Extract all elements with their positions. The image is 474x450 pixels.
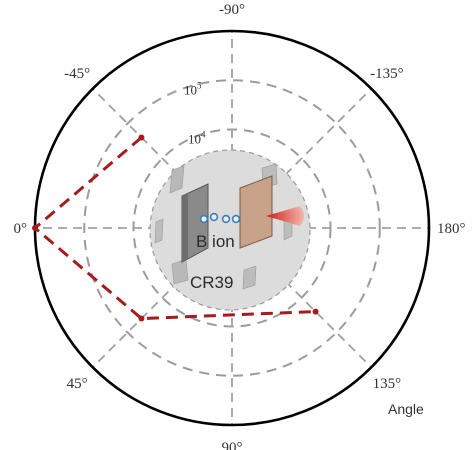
ion-bead xyxy=(209,212,219,222)
angle-tick-label: -135° xyxy=(370,66,404,82)
ion-bead xyxy=(221,214,231,224)
data-point xyxy=(312,308,319,315)
angle-tick-label: 45° xyxy=(67,376,88,392)
setup-inset: B ion CR39 xyxy=(149,149,311,311)
angle-tick-label: -45° xyxy=(64,66,90,82)
radial-tick-label: 105 xyxy=(184,80,202,97)
radial-tick-label: 104 xyxy=(188,130,206,147)
angle-tick-label: -90° xyxy=(219,2,245,18)
grid-ring xyxy=(83,79,381,377)
angle-tick-label: 90° xyxy=(222,440,243,450)
laser-plume xyxy=(266,206,304,226)
data-point xyxy=(138,134,145,141)
radial-tick-labels: 104 105 xyxy=(184,80,206,146)
data-point xyxy=(138,315,145,322)
detector-piece xyxy=(171,258,189,285)
ion-label: B ion xyxy=(196,232,235,251)
detector-piece xyxy=(154,218,164,244)
ion-bead xyxy=(231,214,241,224)
detector-piece xyxy=(169,165,185,194)
data-point xyxy=(32,225,38,231)
angle-tick-label: 0° xyxy=(14,221,28,237)
detector-piece xyxy=(242,265,257,290)
detector-label: CR39 xyxy=(190,273,233,292)
target-plate xyxy=(239,175,273,249)
ion-bead xyxy=(199,214,209,224)
series-layer xyxy=(32,134,319,322)
angle-tick-labels: -90° -135° 180° 135° 90° 45° 0° -45° xyxy=(14,2,466,450)
angle-tick-label: 180° xyxy=(437,221,466,237)
angle-tick-label: 135° xyxy=(373,376,402,392)
series-line xyxy=(33,136,316,321)
angle-axis-label: Angle xyxy=(388,401,424,417)
cr39-plate-edge xyxy=(182,193,188,262)
